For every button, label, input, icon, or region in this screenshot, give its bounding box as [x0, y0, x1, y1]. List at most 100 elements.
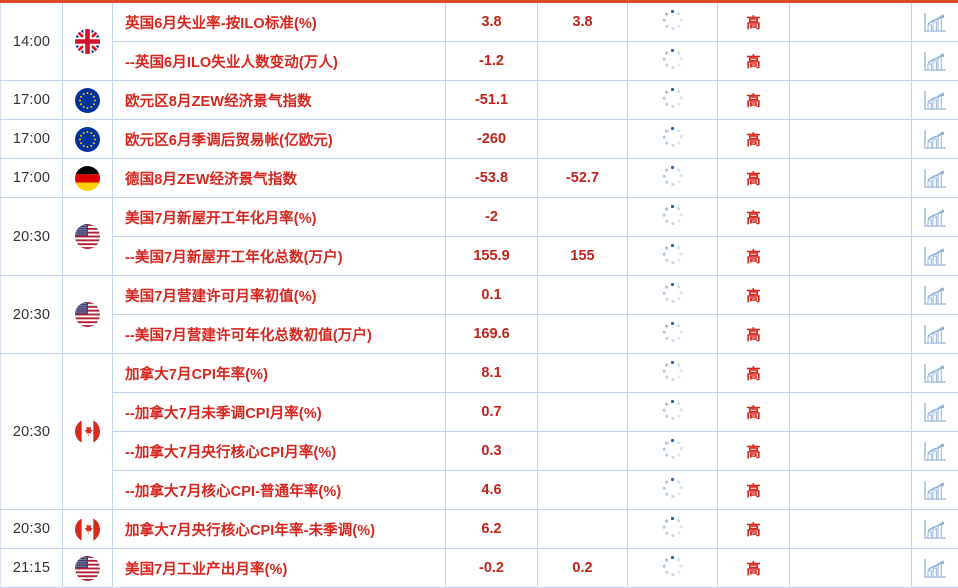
- event-name[interactable]: 加拿大7月央行核心CPI年率-未季调(%): [113, 510, 446, 549]
- event-name[interactable]: --美国7月营建许可年化总数初值(万户): [113, 315, 446, 354]
- chart-link[interactable]: [912, 549, 958, 588]
- bar-chart-icon[interactable]: [923, 363, 947, 384]
- chart-link[interactable]: [912, 510, 958, 549]
- event-name[interactable]: 美国7月新屋开工年化月率(%): [113, 198, 446, 237]
- previous-value: 3.8: [446, 2, 538, 42]
- forecast-value: [538, 354, 628, 393]
- event-name[interactable]: 美国7月工业产出月率(%): [113, 549, 446, 588]
- chart-link[interactable]: [912, 471, 958, 510]
- importance-level: 高: [718, 510, 790, 549]
- country-flag: [63, 159, 113, 198]
- event-name[interactable]: 加拿大7月CPI年率(%): [113, 354, 446, 393]
- event-name[interactable]: --美国7月新屋开工年化总数(万户): [113, 237, 446, 276]
- chart-link[interactable]: [912, 198, 958, 237]
- chart-link[interactable]: [912, 159, 958, 198]
- bar-chart-icon[interactable]: [923, 168, 947, 189]
- importance-level: 高: [718, 354, 790, 393]
- country-flag: [63, 549, 113, 588]
- event-name[interactable]: 英国6月失业率-按ILO标准(%): [113, 2, 446, 42]
- event-name[interactable]: --加拿大7月央行核心CPI月率(%): [113, 432, 446, 471]
- event-name[interactable]: --加拿大7月核心CPI-普通年率(%): [113, 471, 446, 510]
- event-time: 20:30: [1, 510, 63, 549]
- canada-flag-icon: [75, 419, 100, 444]
- forecast-value: -52.7: [538, 159, 628, 198]
- event-name[interactable]: --英国6月ILO失业人数变动(万人): [113, 42, 446, 81]
- chart-link[interactable]: [912, 276, 958, 315]
- chart-link[interactable]: [912, 237, 958, 276]
- effect-indicator: [790, 276, 912, 315]
- bar-chart-icon[interactable]: [923, 441, 947, 462]
- bar-chart-icon[interactable]: [923, 51, 947, 72]
- effect-indicator: [790, 42, 912, 81]
- bar-chart-icon[interactable]: [923, 480, 947, 501]
- forecast-value: [538, 276, 628, 315]
- bar-chart-icon[interactable]: [923, 558, 947, 579]
- bar-chart-icon[interactable]: [923, 12, 947, 33]
- bar-chart-icon[interactable]: [923, 519, 947, 540]
- actual-value: [628, 276, 718, 315]
- chart-link[interactable]: [912, 432, 958, 471]
- previous-value: -0.2: [446, 549, 538, 588]
- chart-link[interactable]: [912, 393, 958, 432]
- eu-flag-icon: [75, 127, 100, 152]
- loading-spinner-icon: [663, 322, 683, 342]
- forecast-value: [538, 42, 628, 81]
- forecast-value: [538, 471, 628, 510]
- bar-chart-icon[interactable]: [923, 90, 947, 111]
- chart-link[interactable]: [912, 81, 958, 120]
- loading-spinner-icon: [663, 283, 683, 303]
- bar-chart-icon[interactable]: [923, 402, 947, 423]
- forecast-value: [538, 510, 628, 549]
- bar-chart-icon[interactable]: [923, 246, 947, 267]
- country-flag: [63, 276, 113, 354]
- chart-link[interactable]: [912, 354, 958, 393]
- country-flag: [63, 354, 113, 510]
- effect-indicator: [790, 471, 912, 510]
- event-time: 21:15: [1, 549, 63, 588]
- event-name[interactable]: --加拿大7月未季调CPI月率(%): [113, 393, 446, 432]
- chart-link[interactable]: [912, 315, 958, 354]
- previous-value: -51.1: [446, 81, 538, 120]
- loading-spinner-icon: [663, 517, 683, 537]
- actual-value: [628, 393, 718, 432]
- usa-flag-icon: [75, 556, 100, 581]
- bar-chart-icon[interactable]: [923, 207, 947, 228]
- event-name[interactable]: 欧元区8月ZEW经济景气指数: [113, 81, 446, 120]
- event-name[interactable]: 欧元区6月季调后贸易帐(亿欧元): [113, 120, 446, 159]
- importance-level: 高: [718, 549, 790, 588]
- forecast-value: [538, 393, 628, 432]
- event-name[interactable]: 德国8月ZEW经济景气指数: [113, 159, 446, 198]
- event-name[interactable]: 美国7月营建许可月率初值(%): [113, 276, 446, 315]
- country-flag: [63, 198, 113, 276]
- bar-chart-icon[interactable]: [923, 285, 947, 306]
- importance-level: 高: [718, 198, 790, 237]
- importance-level: 高: [718, 276, 790, 315]
- actual-value: [628, 81, 718, 120]
- chart-link[interactable]: [912, 42, 958, 81]
- bar-chart-icon[interactable]: [923, 129, 947, 150]
- effect-indicator: [790, 159, 912, 198]
- chart-link[interactable]: [912, 120, 958, 159]
- effect-indicator: [790, 315, 912, 354]
- loading-spinner-icon: [663, 88, 683, 108]
- forecast-value: [538, 81, 628, 120]
- bar-chart-icon[interactable]: [923, 324, 947, 345]
- chart-link[interactable]: [912, 2, 958, 42]
- forecast-value: [538, 315, 628, 354]
